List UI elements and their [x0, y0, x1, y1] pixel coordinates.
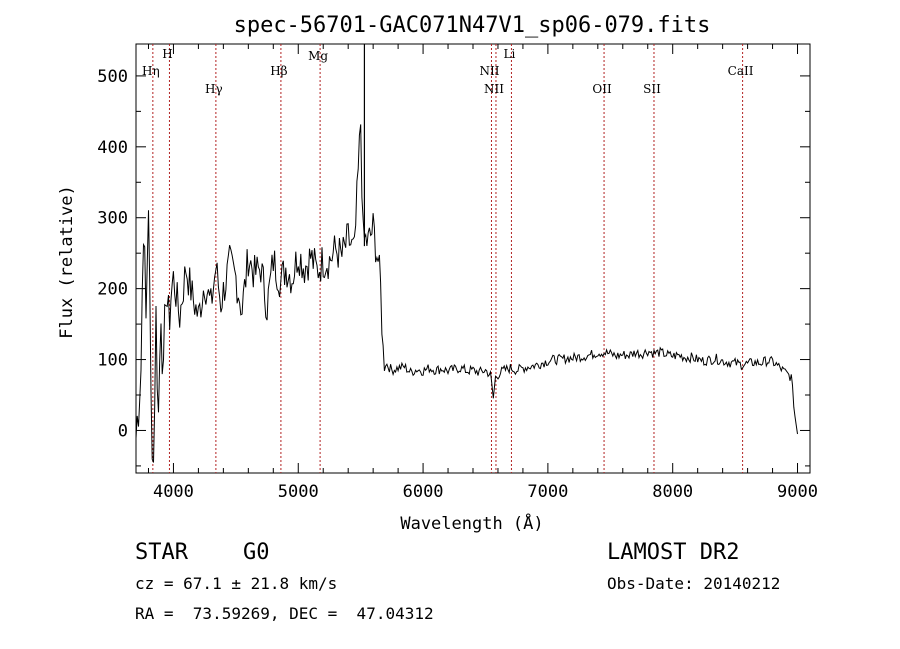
survey-name: LAMOST DR2	[607, 540, 740, 565]
line-label-4: Mg	[308, 49, 328, 63]
spectral-subclass: G0	[243, 540, 270, 565]
axis-ticks: 4000 5000 6000 7000 8000 9000 0 100 200 300 400 500	[97, 44, 818, 502]
x-tick-label: 8000	[652, 482, 693, 502]
y-tick-label: 100	[97, 351, 128, 371]
plot-frame	[135, 43, 811, 474]
spectrum-series	[135, 44, 798, 463]
line-label-10: CaII	[728, 64, 754, 78]
spectral-class: STAR	[135, 540, 188, 565]
line-label-7: Li	[504, 47, 516, 61]
y-tick-label: 300	[97, 209, 128, 229]
x-tick-label: 9000	[777, 482, 818, 502]
line-label-5: NII	[479, 64, 499, 78]
line-label-3: Hβ	[270, 64, 287, 78]
x-tick-label: 4000	[153, 482, 194, 502]
x-tick-label: 7000	[527, 482, 568, 502]
x-tick-label: 5000	[278, 482, 319, 502]
coordinates: RA = 73.59269, DEC = 47.04312	[135, 604, 434, 623]
line-label-9: SII	[643, 82, 661, 96]
y-tick-label: 400	[97, 138, 128, 158]
line-markers: HηH Hγ Hβ Mg NII NII Li OII SII CaII	[142, 44, 754, 473]
line-label-1: H	[162, 47, 172, 61]
spectrum-line	[135, 124, 798, 463]
observation-date: Obs-Date: 20140212	[607, 574, 781, 593]
line-label-8: OII	[592, 82, 612, 96]
line-label-0: Hη	[142, 64, 160, 78]
y-tick-label: 500	[97, 67, 128, 87]
line-label-2: Hγ	[205, 82, 223, 96]
plot-border	[135, 43, 811, 474]
x-tick-label: 6000	[403, 482, 444, 502]
y-tick-label: 0	[118, 421, 128, 441]
y-tick-label: 200	[97, 280, 128, 300]
line-label-6: NII	[484, 82, 504, 96]
redshift-info: cz = 67.1 ± 21.8 km/s	[135, 574, 338, 593]
y-axis-label: Flux (relative)	[57, 185, 77, 339]
x-axis-label: Wavelength (Å)	[400, 512, 543, 534]
chart-title: spec-56701-GAC071N47V1_sp06-079.fits	[234, 13, 711, 38]
